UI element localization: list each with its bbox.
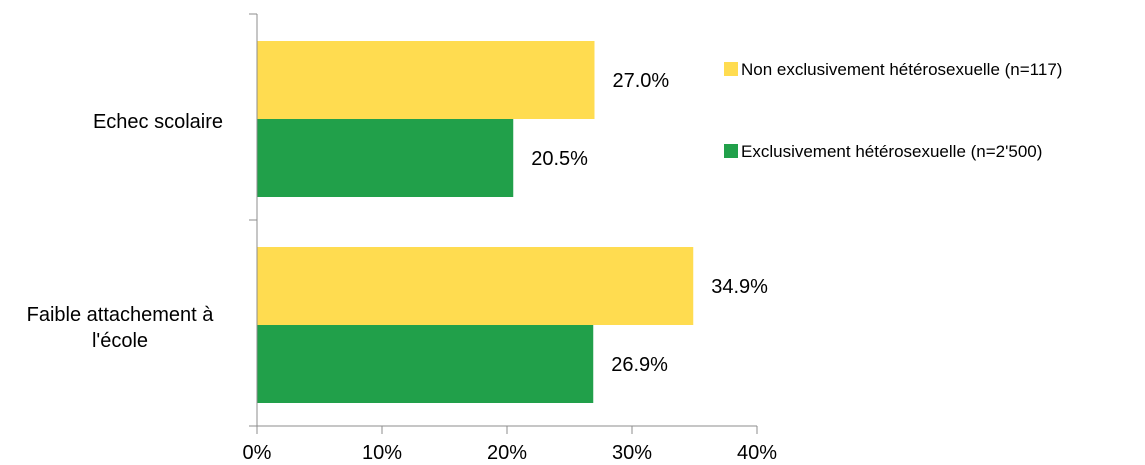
- x-tick-label: 40%: [737, 442, 777, 464]
- x-tick-label: 10%: [362, 442, 402, 464]
- x-tick-label: 0%: [243, 442, 272, 464]
- category-label-0: Echec scolaire: [93, 111, 223, 133]
- legend-swatch-1: [724, 144, 738, 158]
- bar-exclusive-0: [257, 119, 514, 197]
- category-label-1: Faible attachement à l'école: [27, 304, 215, 352]
- data-label: 27.0%: [613, 70, 670, 92]
- bar-non-exclusive-1: [257, 247, 694, 325]
- data-label: 34.9%: [711, 276, 768, 298]
- legend-entry-0: Non exclusivement hétérosexuelle (n=117): [741, 60, 1062, 79]
- x-tick-label: 30%: [612, 442, 652, 464]
- bar-exclusive-1: [257, 325, 594, 403]
- bar-non-exclusive-0: [257, 41, 595, 119]
- legend-entry-1: Exclusivement hétérosexuelle (n=2'500): [741, 142, 1042, 161]
- x-tick-label: 20%: [487, 442, 527, 464]
- legend-swatch-0: [724, 62, 738, 76]
- data-label: 26.9%: [611, 354, 668, 376]
- data-label: 20.5%: [531, 148, 588, 170]
